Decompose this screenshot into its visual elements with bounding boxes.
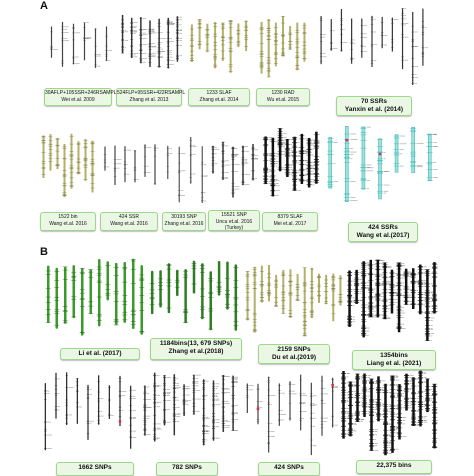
caption-b3-line1: 2159 SNPs (277, 346, 311, 353)
caption-b1: Li et al. (2017) (60, 348, 140, 360)
linkage-map-drawing (149, 260, 239, 331)
genetic-map-b5 (40, 370, 136, 462)
genetic-map-b7 (242, 372, 338, 462)
caption-a8-line1: 30193 SNP (171, 214, 197, 220)
caption-a10: 8379 SLAF Mei et.al. 2017 (262, 212, 318, 231)
caption-a11-line1: 424 SSRs (368, 224, 398, 231)
genetic-map-b6 (140, 370, 238, 462)
genetic-map-a1 (46, 18, 112, 84)
genetic-map-a6 (40, 130, 96, 210)
panel-label-a: A (40, 0, 48, 12)
caption-a1-line1: 30AFLP+105SSR+246RSAMPL (45, 90, 117, 96)
caption-a5: 70 SSRs Yanxin et al. (2014) (336, 96, 412, 116)
genetic-map-a4 (258, 14, 308, 84)
caption-a9: 15521 SNP Uncu et.al. 2016 (Turkey) (208, 210, 260, 231)
linkage-map-drawing (41, 133, 95, 198)
caption-a7: 424 SSR Wang et.al. 2016 (100, 212, 158, 231)
caption-a5-line2: Yanxin et al. (2014) (344, 106, 404, 113)
genetic-map-a8 (162, 134, 208, 210)
genetic-map-a9 (208, 138, 258, 210)
genetic-map-a2 (118, 12, 182, 84)
linkage-map-drawing (263, 128, 320, 197)
caption-b4: 1354bins Liang et al. (2021) (352, 350, 436, 370)
genetic-map-a7 (100, 138, 160, 210)
caption-a2-line1: 524FLP+95SSR+422RSAMPL (117, 90, 186, 96)
caption-a4: 1230 RAD Wu et.al. 2015 (256, 88, 310, 106)
caption-a1-line2: Wei et.al. 2009 (61, 96, 95, 103)
linkage-map-drawing (211, 141, 258, 198)
caption-b6-line1: 782 SNPs (172, 464, 202, 471)
caption-b5-line1: 1662 SNPs (78, 464, 112, 471)
caption-b3-line2: Du et al.(2019) (271, 354, 317, 361)
genetic-map-a10 (262, 126, 320, 210)
caption-a6: 1522 bin Wang et.al. 2016 (40, 212, 96, 231)
caption-a7-line2: Wang et.al. 2016 (110, 220, 148, 227)
caption-b3: 2159 SNPs Du et al.(2019) (258, 344, 330, 364)
caption-b4-line1: 1354bins (380, 352, 408, 359)
genetic-map-b3 (244, 262, 344, 342)
caption-b4-line2: Liang et al. (2021) (366, 360, 422, 367)
linkage-map-drawing (341, 370, 438, 456)
caption-b8-line1: 22,375 bins (376, 462, 412, 469)
linkage-map-drawing (166, 136, 208, 203)
caption-a3-line2: Zhang et.al. 2014 (199, 96, 239, 103)
panel-label-b: B (40, 246, 48, 258)
caption-a8: 30193 SNP Zhang et.al. 2016 (162, 212, 206, 231)
caption-a2: 524FLP+95SSR+422RSAMPL Zhang et al. 2013 (116, 88, 186, 106)
genetic-map-a3 (188, 12, 250, 84)
linkage-map-drawing (45, 258, 145, 336)
caption-a4-line1: 1230 RAD (271, 90, 295, 96)
caption-a6-line1: 1522 bin (58, 214, 78, 220)
caption-a5-line1: 70 SSRs (360, 98, 388, 105)
linkage-map-drawing (189, 19, 249, 73)
linkage-map-drawing (327, 125, 438, 202)
caption-b8: 22,375 bins (356, 460, 432, 474)
caption-a9-line2: Uncu et.al. 2016 (Turkey) (215, 218, 253, 232)
linkage-map-drawing (121, 14, 182, 69)
caption-a6-line2: Wang et.al. 2016 (49, 220, 87, 227)
genetic-map-b8 (340, 368, 438, 462)
genetic-map-b1 (44, 256, 146, 344)
caption-a10-line2: Mei et.al. 2017 (273, 220, 307, 227)
genetic-map-a11 (322, 124, 438, 220)
linkage-map-drawing (143, 372, 238, 446)
caption-b1-line1: Li et al. (2017) (78, 350, 122, 357)
caption-b2: 1184bins(13, 679 SNPs) Zhang et al.(2018… (150, 338, 242, 360)
genetic-map-b4 (346, 256, 438, 348)
linkage-map-drawing (50, 21, 112, 68)
caption-a3: 1233 SLAF Zhang et.al. 2014 (188, 88, 250, 106)
linkage-map-drawing (259, 16, 307, 78)
caption-a8-line2: Zhang et.al. 2016 (164, 220, 204, 227)
linkage-map-drawing (103, 144, 159, 185)
linkage-map-drawing (347, 259, 438, 341)
genetic-map-a5 (316, 6, 428, 94)
linkage-map-drawing (245, 264, 343, 337)
genetic-map-b2 (148, 258, 240, 336)
caption-a10-line1: 8379 SLAF (277, 214, 303, 220)
caption-b2-line1: 1184bins(13, 679 SNPs) (159, 340, 233, 347)
caption-a1: 30AFLP+105SSR+246RSAMPL Wei et.al. 2009 (44, 88, 116, 106)
caption-a11-line2: Wang et al.(2017) (356, 232, 410, 239)
caption-b7-line1: 424 SNPs (274, 464, 304, 471)
caption-a2-line2: Zhang et al. 2013 (129, 96, 169, 103)
caption-a4-line2: Wu et.al. 2015 (266, 96, 300, 103)
linkage-map-drawing (319, 8, 428, 85)
caption-b2-line2: Zhang et al.(2018) (168, 348, 224, 355)
linkage-map-drawing (44, 372, 136, 451)
linkage-map-drawing (246, 374, 338, 456)
caption-a9-line1: 15521 SNP (221, 212, 247, 218)
caption-a3-line1: 1233 SLAF (206, 90, 232, 96)
caption-a7-line1: 424 SSR (118, 214, 139, 220)
caption-a11: 424 SSRs Wang et al.(2017) (348, 222, 418, 242)
